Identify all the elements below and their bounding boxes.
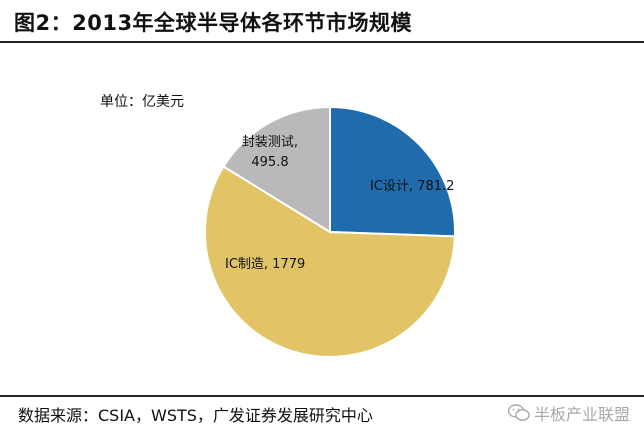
- pie-slice-ic-design: [329, 105, 456, 238]
- watermark: 半板产业联盟: [507, 401, 630, 425]
- footer-divider: [0, 395, 644, 397]
- title-divider: [0, 41, 644, 43]
- wechat-icon: [507, 404, 530, 421]
- unit-label: 单位：亿美元: [100, 94, 184, 110]
- slice-label-ic-manufacturing: IC制造, 1779: [225, 257, 305, 272]
- pie-slice-ic-manufacturing: [204, 165, 456, 358]
- watermark-text: 半板产业联盟: [533, 405, 630, 424]
- data-source: 数据来源：CSIA，WSTS，广发证券发展研究中心: [18, 406, 373, 425]
- slice-label-ic-design: IC设计, 781.2: [370, 179, 454, 194]
- slice-label-packaging-testing: 封装测试, 495.8: [242, 135, 298, 170]
- pie-slice-packaging-testing: [222, 105, 331, 234]
- chart-title: 图2：2013年全球半导体各环节市场规模: [14, 11, 413, 35]
